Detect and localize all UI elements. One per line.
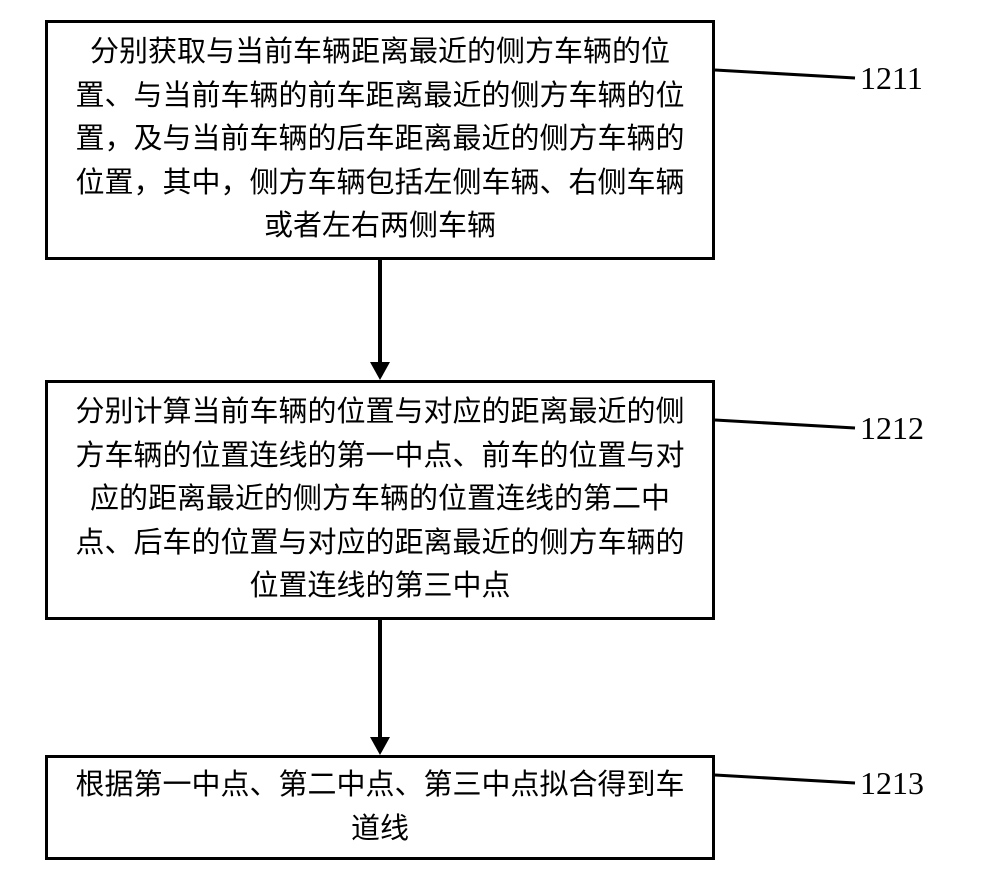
step-box-1: 分别获取与当前车辆距离最近的侧方车辆的位置、与当前车辆的前车距离最近的侧方车辆的… [45,20,715,260]
step-text-2: 分别计算当前车辆的位置与对应的距离最近的侧方车辆的位置连线的第一中点、前车的位置… [68,391,692,609]
step-text-1: 分别获取与当前车辆距离最近的侧方车辆的位置、与当前车辆的前车距离最近的侧方车辆的… [68,31,692,249]
flowchart-canvas: 分别获取与当前车辆距离最近的侧方车辆的位置、与当前车辆的前车距离最近的侧方车辆的… [0,0,1000,889]
arrow-head-2-3 [370,737,390,755]
step-box-3: 根据第一中点、第二中点、第三中点拟合得到车道线 [45,755,715,860]
step-label-1: 1211 [860,60,923,97]
step-label-2: 1212 [860,410,924,447]
step-box-2: 分别计算当前车辆的位置与对应的距离最近的侧方车辆的位置连线的第一中点、前车的位置… [45,380,715,620]
step-text-3: 根据第一中点、第二中点、第三中点拟合得到车道线 [68,764,692,851]
arrow-head-1-2 [370,362,390,380]
arrow-2-3 [378,620,382,737]
arrow-1-2 [378,260,382,362]
step-label-3: 1213 [860,765,924,802]
